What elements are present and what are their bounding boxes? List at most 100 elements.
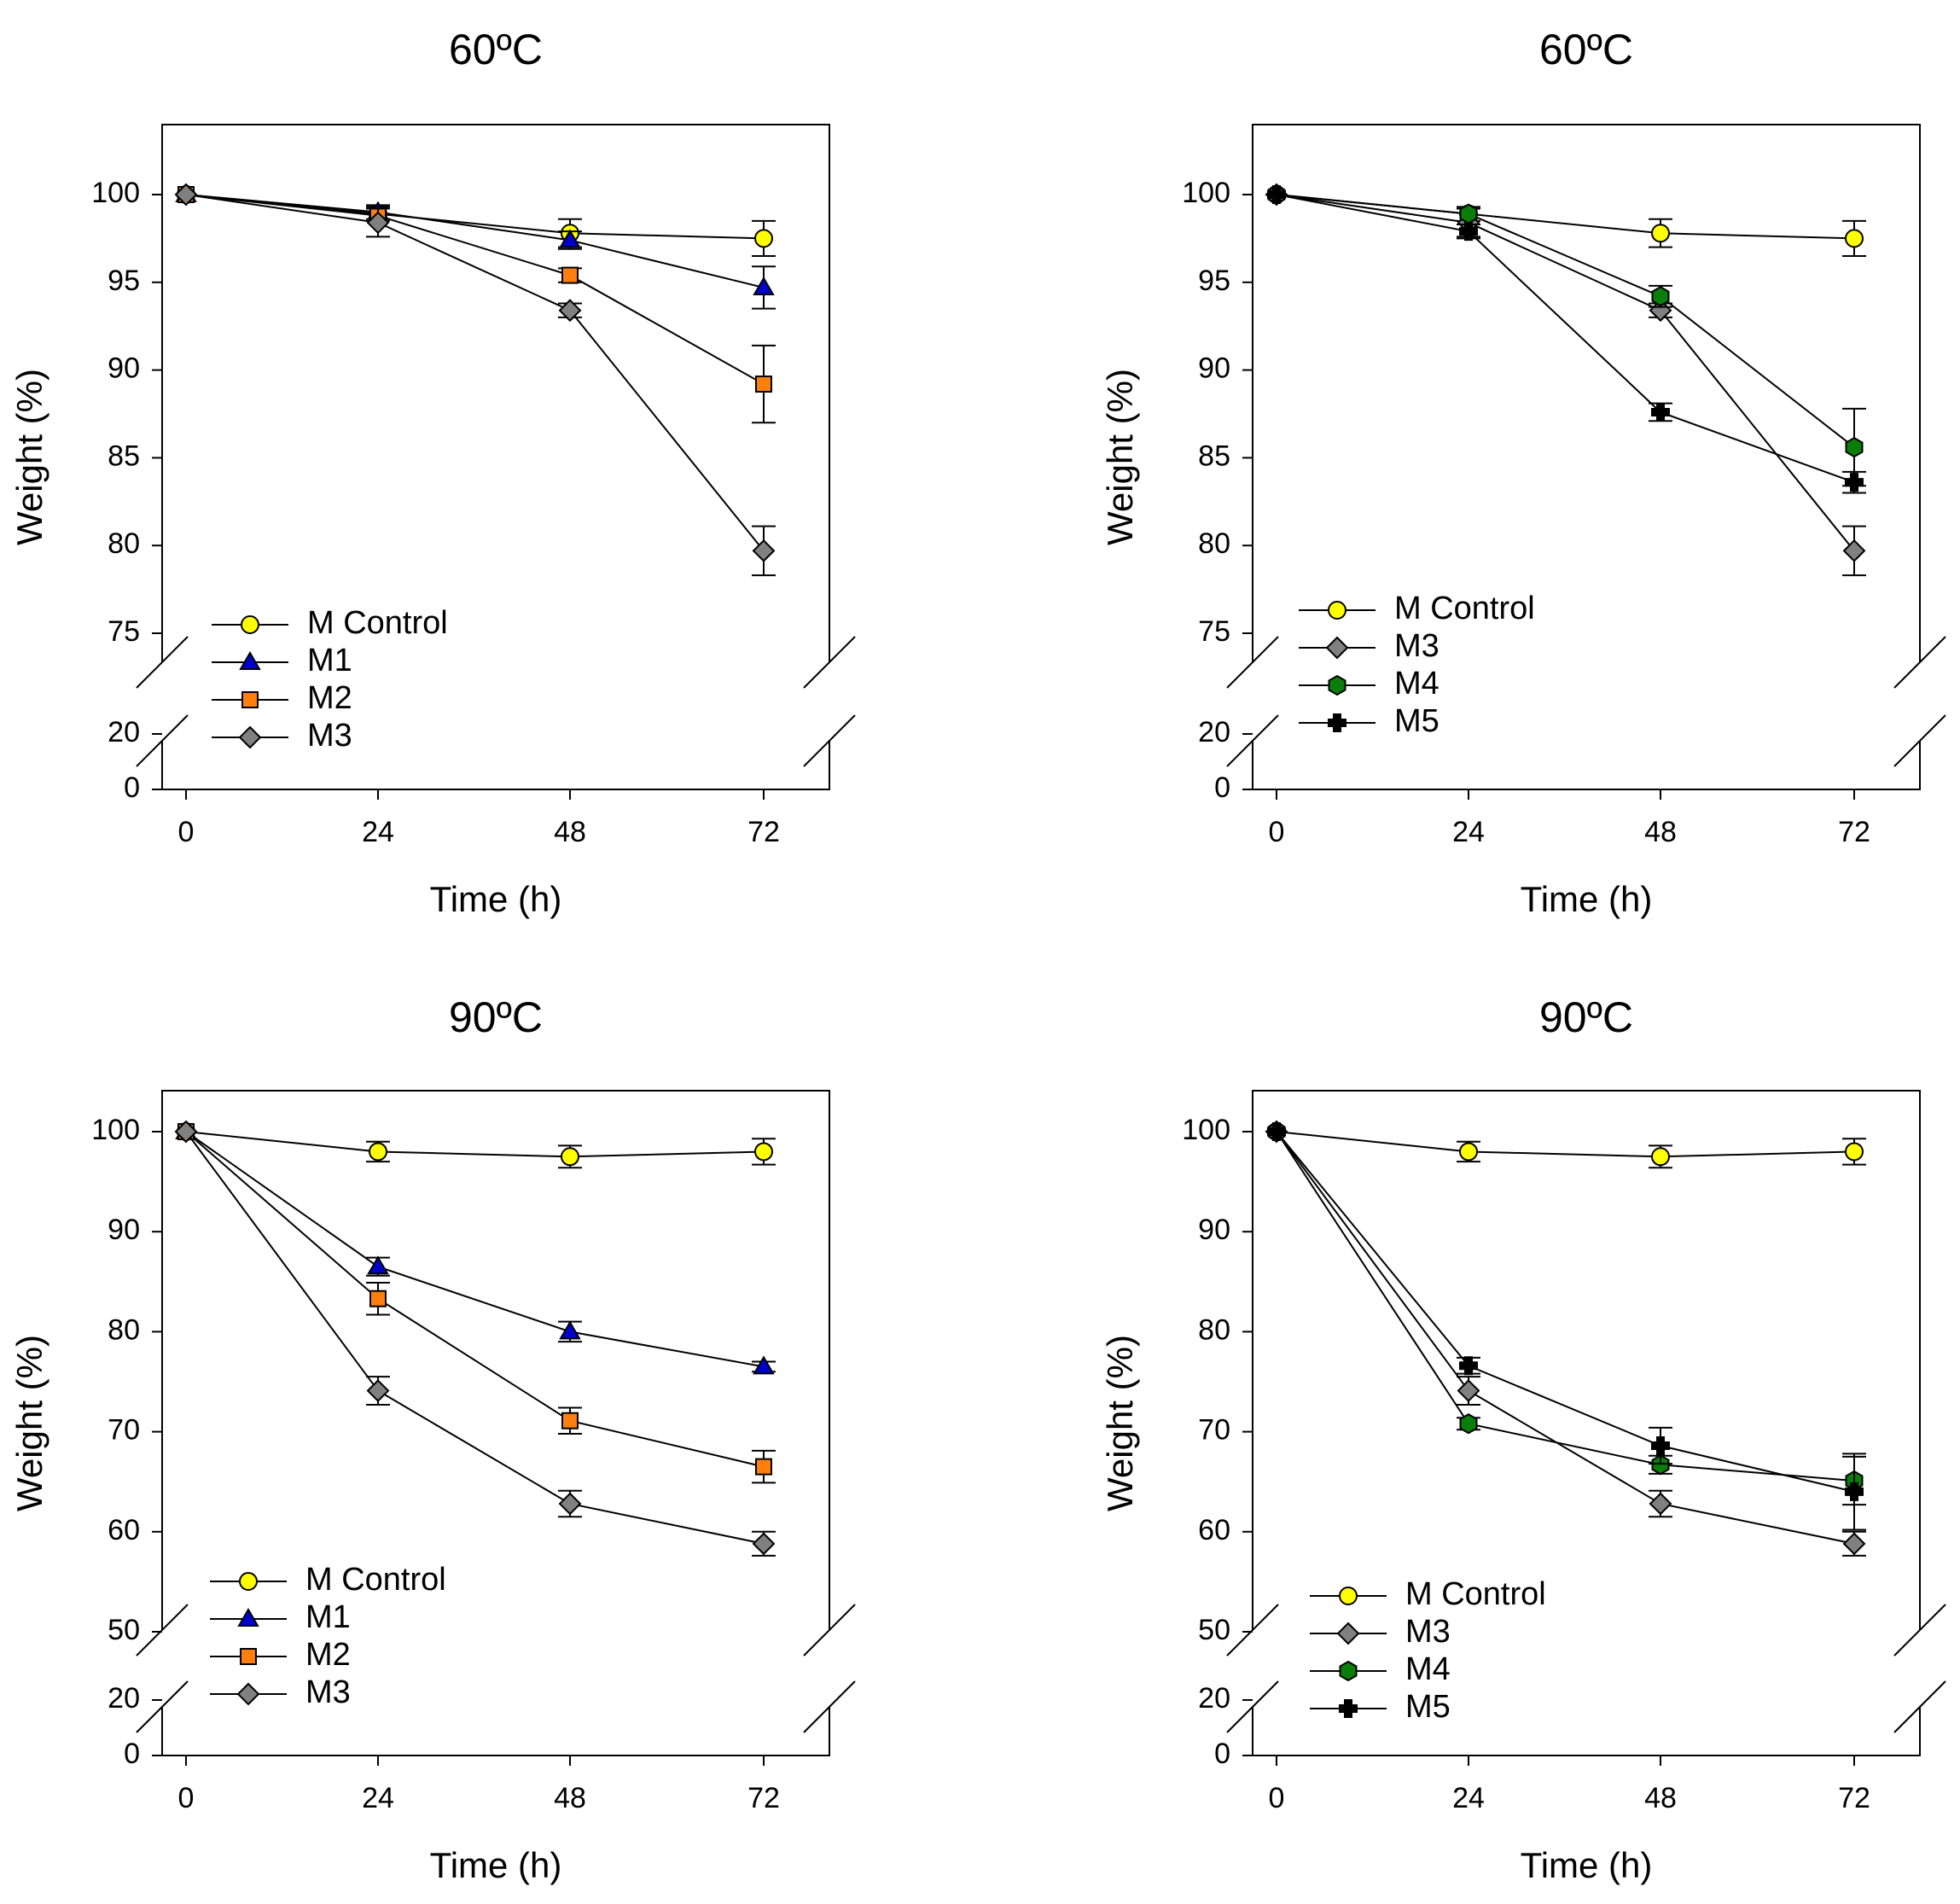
series-line: [1276, 1131, 1855, 1482]
y-axis-label: Weight (%): [1100, 1335, 1140, 1511]
series-line: [1276, 194, 1855, 448]
axis-break-mark: [1893, 636, 1946, 689]
y-tick-label: 50: [1198, 1614, 1230, 1646]
legend-marker: [1328, 601, 1346, 620]
data-point: [1651, 1454, 1670, 1476]
x-tick-label: 48: [554, 1782, 586, 1814]
x-tick-label: 0: [1269, 816, 1285, 848]
legend-marker: [241, 615, 259, 634]
x-tick-label: 72: [747, 816, 780, 848]
data-point: [1845, 1482, 1864, 1501]
data-point: [755, 376, 772, 393]
series-line: [185, 1131, 765, 1158]
data-point: [1459, 1356, 1478, 1376]
series-m-control: [1267, 1122, 1866, 1169]
y-tick-label: 0: [1214, 771, 1230, 804]
plot-frame-lower: [161, 741, 830, 790]
series-m2: [177, 1123, 776, 1484]
y-axis-label: Weight (%): [9, 1335, 49, 1511]
plot-frame-upper: [1252, 124, 1921, 662]
series-line: [185, 194, 765, 385]
y-tick-label: 0: [124, 771, 140, 804]
series-line: [185, 1131, 765, 1468]
chart-panel-1: 60ºC 75 80 85 90 95 100 20 0 0 24 48 72 Time (h) Weigh…: [9, 26, 856, 919]
data-point: [1649, 1492, 1672, 1516]
y-tick-label: 0: [124, 1738, 140, 1770]
legend-label: M1: [305, 1599, 351, 1635]
x-axis-label: Time (h): [1521, 1845, 1653, 1885]
legend-label: M Control: [1405, 1576, 1546, 1612]
data-point: [367, 1255, 389, 1275]
legend-label: M5: [1405, 1689, 1451, 1725]
axis-break-mark: [803, 1604, 856, 1657]
axis-break-mark: [136, 714, 189, 767]
y-tick-label: 100: [91, 1114, 140, 1146]
y-tick-label: 95: [1198, 265, 1230, 297]
y-tick-label: 100: [1182, 1114, 1230, 1146]
series-m3: [1265, 1120, 1866, 1557]
legend-label: M5: [1394, 703, 1439, 739]
axis-break-mark: [1893, 1680, 1946, 1733]
data-point: [752, 1532, 776, 1556]
data-point: [1267, 1122, 1286, 1141]
x-tick-label: 24: [362, 816, 394, 848]
chart-panel-2: 60ºC 75 80 85 90 95 100 20 0 0 24 48 72 Time (h) Weigh…: [1100, 26, 1946, 919]
series-line: [185, 194, 765, 551]
data-point: [754, 1142, 773, 1162]
plot-frame-lower: [1252, 741, 1921, 790]
series-line: [185, 1131, 765, 1368]
legend-label: M3: [1394, 628, 1439, 664]
axis-break-mark: [803, 1680, 856, 1733]
legend-marker: [1328, 674, 1346, 696]
data-point: [1267, 185, 1286, 204]
data-point: [174, 183, 198, 207]
y-tick-label: 85: [108, 440, 140, 472]
axis-break-mark: [1893, 1604, 1946, 1657]
x-tick-label: 24: [1452, 1782, 1485, 1814]
x-tick-label: 48: [554, 816, 586, 848]
legend-label: M4: [1394, 666, 1439, 702]
plot-frame-upper: [161, 1090, 830, 1630]
x-axis-label: Time (h): [430, 1845, 562, 1885]
data-point: [561, 1412, 579, 1429]
data-point: [1842, 539, 1866, 562]
series-m5: [1267, 185, 1866, 494]
x-tick-label: 24: [1452, 816, 1485, 848]
legend-marker: [1328, 713, 1346, 732]
data-point: [559, 229, 581, 248]
y-tick-label: 80: [108, 527, 140, 560]
axis-break-mark: [1226, 714, 1279, 767]
series-m-control: [1267, 185, 1866, 257]
series-m3: [174, 183, 776, 577]
series-m1: [175, 1121, 776, 1375]
y-tick-label: 20: [1198, 716, 1230, 748]
axis-break-mark: [803, 636, 856, 689]
data-point: [558, 299, 582, 323]
y-tick-label: 90: [108, 352, 140, 385]
legend-marker: [1336, 1622, 1360, 1645]
legend-marker: [1339, 1587, 1358, 1605]
legend-marker: [240, 1648, 257, 1665]
series-m4: [1267, 1121, 1866, 1506]
y-tick-label: 100: [91, 177, 140, 209]
y-tick-label: 50: [108, 1614, 140, 1646]
data-point: [1459, 203, 1478, 224]
y-tick-label: 20: [1198, 1682, 1230, 1715]
axis-break-mark: [136, 636, 189, 689]
data-point: [1459, 1142, 1478, 1162]
data-point: [1651, 224, 1670, 243]
legend-marker: [239, 651, 261, 670]
data-point: [366, 211, 390, 235]
series-line: [185, 194, 765, 288]
x-axis-label: Time (h): [1521, 879, 1653, 919]
data-point: [1845, 1142, 1864, 1162]
data-point: [753, 276, 775, 295]
y-tick-label: 60: [1198, 1514, 1230, 1546]
chart-title: 60ºC: [1539, 26, 1633, 73]
series-m5: [1267, 1122, 1866, 1531]
axis-break-mark: [136, 1604, 189, 1657]
series-line: [1276, 194, 1855, 240]
